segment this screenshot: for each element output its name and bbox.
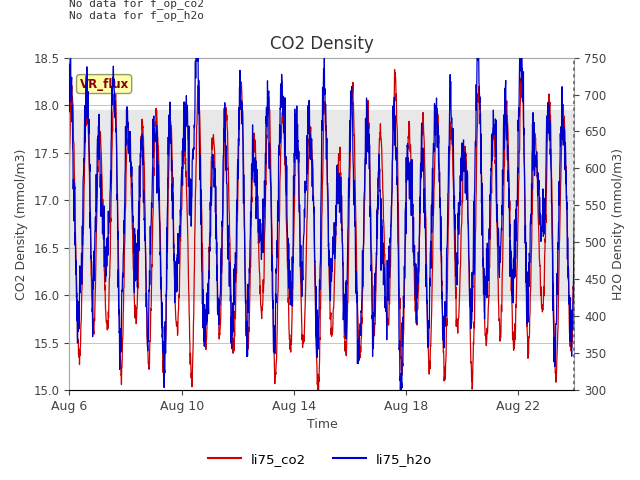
Legend: li75_co2, li75_h2o: li75_co2, li75_h2o xyxy=(202,447,438,471)
X-axis label: Time: Time xyxy=(307,419,337,432)
Bar xyxy=(69,110,575,300)
Text: VR_flux: VR_flux xyxy=(79,78,129,91)
Y-axis label: H2O Density (mmol/m3): H2O Density (mmol/m3) xyxy=(612,148,625,300)
Title: CO2 Density: CO2 Density xyxy=(270,35,374,53)
Text: No data for f_op_co2
No data for f_op_h2o: No data for f_op_co2 No data for f_op_h2… xyxy=(69,0,204,21)
Y-axis label: CO2 Density (mmol/m3): CO2 Density (mmol/m3) xyxy=(15,148,28,300)
